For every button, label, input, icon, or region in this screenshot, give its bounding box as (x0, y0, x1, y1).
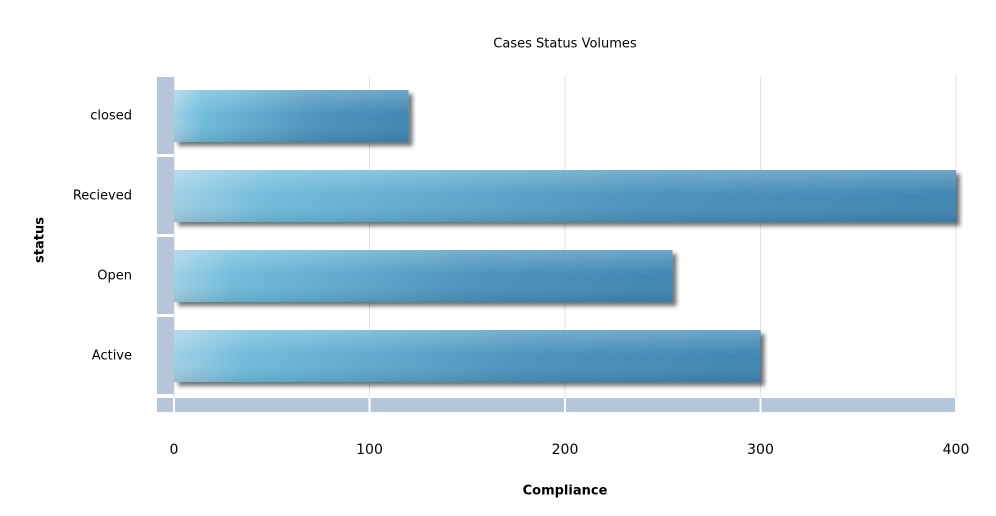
bar-highlight (174, 90, 409, 142)
bar-highlight (174, 170, 956, 222)
bar-highlight (174, 330, 761, 382)
x-axis-rail (157, 398, 956, 412)
y-axis-rail (157, 237, 174, 314)
chart-title: Cases Status Volumes (493, 37, 637, 52)
x-tick-label: 0 (170, 442, 179, 458)
y-axis-title: status (33, 217, 48, 263)
bar-highlight (174, 250, 673, 302)
y-tick-label: Recieved (73, 189, 132, 204)
x-tick-label: 200 (552, 442, 579, 458)
y-axis-rail (157, 317, 174, 394)
x-tick-label: 400 (943, 442, 970, 458)
x-tick-label: 300 (747, 442, 774, 458)
x-tick-label: 100 (356, 442, 383, 458)
y-tick-label: Open (97, 269, 132, 284)
x-axis-title: Compliance (523, 484, 608, 499)
y-tick-label: Active (92, 349, 132, 364)
y-axis-rail (157, 157, 174, 234)
y-tick-label: closed (90, 109, 132, 124)
y-axis-rail (157, 77, 174, 154)
